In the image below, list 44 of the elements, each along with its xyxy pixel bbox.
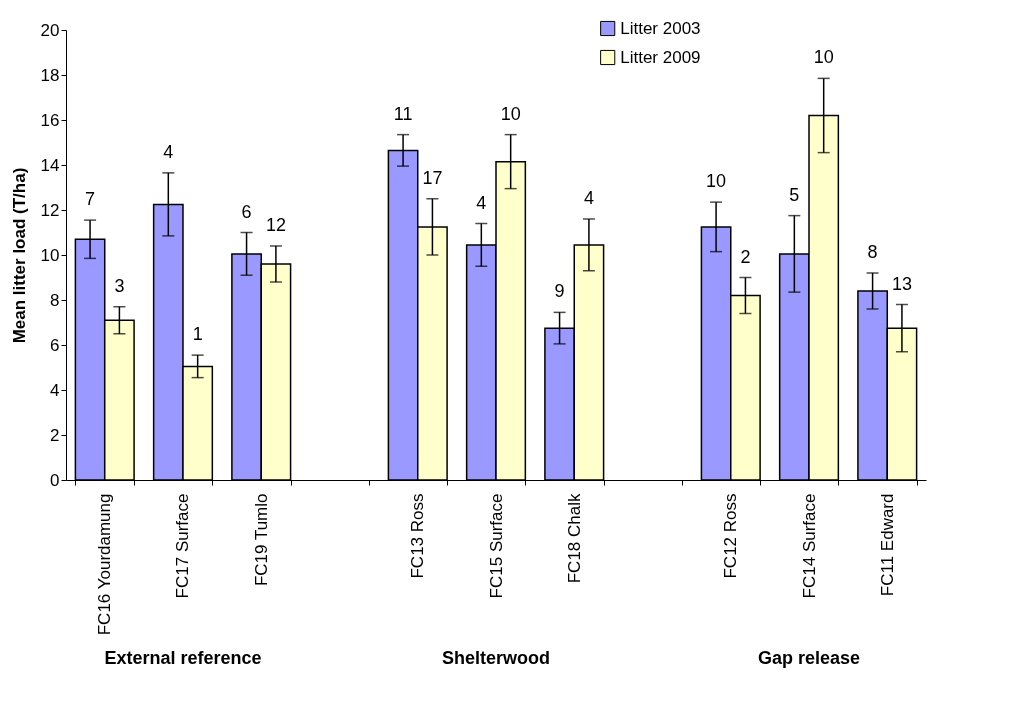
annotation: 13: [891, 273, 912, 294]
annotation: 11: [393, 103, 413, 124]
text: External reference: [104, 648, 262, 668]
x-tick-label: FC13 Ross: [408, 493, 428, 579]
y-axis-title: Mean litter load (T/ha): [9, 167, 29, 344]
y-tick-label: 4: [50, 380, 60, 400]
y-tick-label: 8: [50, 290, 60, 310]
x-tick-label: FC17 Surface: [173, 493, 193, 599]
annotation: 3: [114, 275, 125, 296]
annotation: 5: [789, 184, 800, 205]
legend-label: Litter 2003: [620, 18, 701, 38]
annotation: 4: [163, 141, 174, 162]
annotation: 4: [476, 192, 487, 213]
text: Shelterwood: [441, 648, 551, 668]
annotation: 8: [867, 242, 878, 262]
annotation: 10: [813, 47, 834, 68]
annotation: 17: [422, 167, 443, 188]
annotation: 1: [192, 324, 203, 345]
annotation: 10: [500, 103, 521, 124]
annotation: 6: [241, 201, 252, 222]
x-tick-label: FC16 Yourdamung: [95, 493, 115, 636]
y-tick-label: 18: [40, 65, 60, 85]
x-tick-label: FC11 Edward: [877, 493, 897, 597]
y-tick-label: 6: [50, 335, 60, 355]
y-tick-label: 14: [40, 155, 60, 175]
text: Gap release: [757, 648, 861, 668]
annotation: 10: [706, 171, 727, 192]
y-tick-label: 10: [40, 245, 60, 265]
y-tick-label: 2: [50, 425, 60, 445]
legend-label: Litter 2009: [620, 47, 701, 67]
annotation: 9: [554, 281, 565, 302]
y-tick-label: 20: [40, 20, 60, 40]
x-tick-label: FC18 Chalk: [564, 493, 584, 584]
annotation: 2: [740, 246, 751, 267]
y-tick-label: 0: [50, 470, 60, 490]
x-tick-label: FC12 Ross: [721, 493, 741, 579]
annotation: 4: [583, 188, 594, 208]
y-tick-label: 12: [40, 200, 60, 220]
annotation: 12: [265, 215, 286, 235]
x-tick-label: FC19 Tumlo: [251, 493, 271, 587]
annotation: 7: [85, 189, 96, 210]
x-tick-label: FC15 Surface: [486, 493, 506, 599]
x-tick-label: FC14 Surface: [799, 493, 819, 599]
y-tick-label: 16: [40, 110, 60, 130]
